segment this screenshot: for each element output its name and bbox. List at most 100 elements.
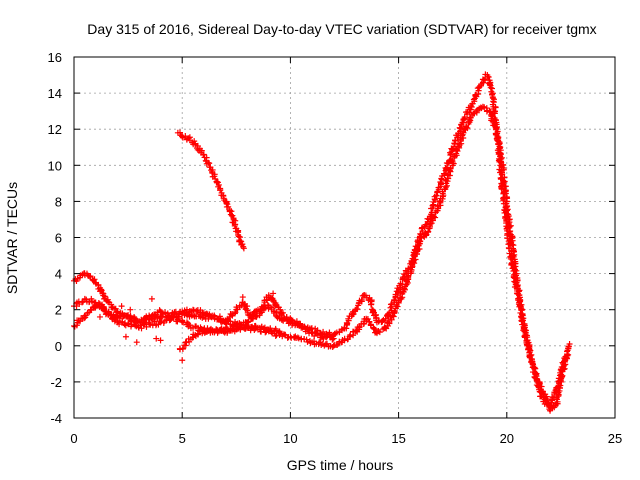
data-point xyxy=(444,178,451,185)
data-point xyxy=(239,294,246,301)
data-point xyxy=(379,318,386,325)
x-tick-label: 25 xyxy=(608,431,622,446)
data-point xyxy=(222,324,229,331)
data-point xyxy=(267,325,274,332)
data-point xyxy=(271,303,278,310)
data-point xyxy=(219,318,226,325)
data-point xyxy=(132,322,139,329)
data-point xyxy=(148,295,155,302)
data-point xyxy=(425,228,432,235)
y-tick-label: 6 xyxy=(55,231,62,246)
data-point xyxy=(279,309,286,316)
data-point xyxy=(555,375,562,382)
data-point xyxy=(127,306,134,313)
data-point xyxy=(127,312,134,319)
chart-title: Day 315 of 2016, Sidereal Day-to-day VTE… xyxy=(87,21,596,37)
data-point xyxy=(494,134,501,141)
data-point xyxy=(492,104,499,111)
x-tick-label: 20 xyxy=(500,431,514,446)
x-tick-label: 10 xyxy=(283,431,297,446)
data-point xyxy=(385,318,392,325)
data-points xyxy=(71,71,573,414)
data-point xyxy=(467,114,474,121)
data-point xyxy=(559,373,566,380)
data-point xyxy=(96,313,103,320)
data-point xyxy=(565,343,572,350)
data-point xyxy=(192,141,199,148)
data-point xyxy=(176,129,183,136)
y-tick-label: 2 xyxy=(55,303,62,318)
x-tick-label: 5 xyxy=(179,431,186,446)
data-point xyxy=(416,246,423,253)
data-point xyxy=(489,85,496,92)
data-point xyxy=(264,302,271,309)
data-point xyxy=(370,325,377,332)
data-point xyxy=(170,313,177,320)
data-point xyxy=(449,158,456,165)
data-point xyxy=(276,328,283,335)
data-point xyxy=(412,256,419,263)
data-point xyxy=(128,323,135,330)
data-point xyxy=(200,151,207,158)
data-point xyxy=(527,352,534,359)
data-point xyxy=(532,365,539,372)
data-point xyxy=(549,393,556,400)
data-point xyxy=(432,214,439,221)
grid xyxy=(74,57,615,418)
data-point xyxy=(261,324,268,331)
data-point xyxy=(248,314,255,321)
data-point xyxy=(566,340,573,347)
data-point xyxy=(564,351,571,358)
data-point xyxy=(270,290,277,297)
data-point xyxy=(440,170,447,177)
data-point xyxy=(165,312,172,319)
data-point xyxy=(88,295,95,302)
data-point xyxy=(427,220,434,227)
data-point xyxy=(143,323,150,330)
data-point xyxy=(104,298,111,305)
data-point xyxy=(264,297,271,304)
data-point xyxy=(519,317,526,324)
data-point xyxy=(157,337,164,344)
y-axis-label: SDTVAR / TECUs xyxy=(4,182,20,294)
y-tick-label: 10 xyxy=(48,158,62,173)
data-point xyxy=(454,148,461,155)
data-point xyxy=(500,178,507,185)
data-point xyxy=(552,387,559,394)
data-point xyxy=(330,335,337,342)
data-point xyxy=(118,303,125,310)
data-point xyxy=(229,212,236,219)
data-point xyxy=(79,299,86,306)
y-tick-label: 14 xyxy=(48,86,62,101)
x-tick-label: 15 xyxy=(391,431,405,446)
data-point xyxy=(329,336,336,343)
data-point xyxy=(179,345,186,352)
data-point xyxy=(529,361,536,368)
data-point xyxy=(157,319,164,326)
data-point xyxy=(225,203,232,210)
y-tick-label: -4 xyxy=(50,411,62,426)
data-point xyxy=(486,108,493,115)
data-point xyxy=(244,303,251,310)
data-point xyxy=(499,169,505,176)
y-tick-label: 8 xyxy=(55,194,62,209)
data-point xyxy=(153,335,160,342)
data-point xyxy=(253,313,260,320)
data-point xyxy=(182,133,189,140)
data-point xyxy=(521,328,528,335)
data-point xyxy=(137,322,144,329)
data-point xyxy=(510,252,517,259)
data-point xyxy=(487,84,494,91)
data-point xyxy=(460,129,467,136)
y-tick-label: 4 xyxy=(55,267,62,282)
axis-ticks: 0 5 10 15 20 25 -4 -2 0 2 4 6 8 10 12 14 16 xyxy=(48,50,623,446)
data-point xyxy=(497,158,504,165)
data-point xyxy=(226,208,233,215)
data-point xyxy=(272,333,279,340)
data-point xyxy=(215,181,222,188)
data-point xyxy=(509,241,516,248)
data-point xyxy=(550,395,557,402)
data-point xyxy=(495,141,502,148)
data-point xyxy=(162,309,169,316)
